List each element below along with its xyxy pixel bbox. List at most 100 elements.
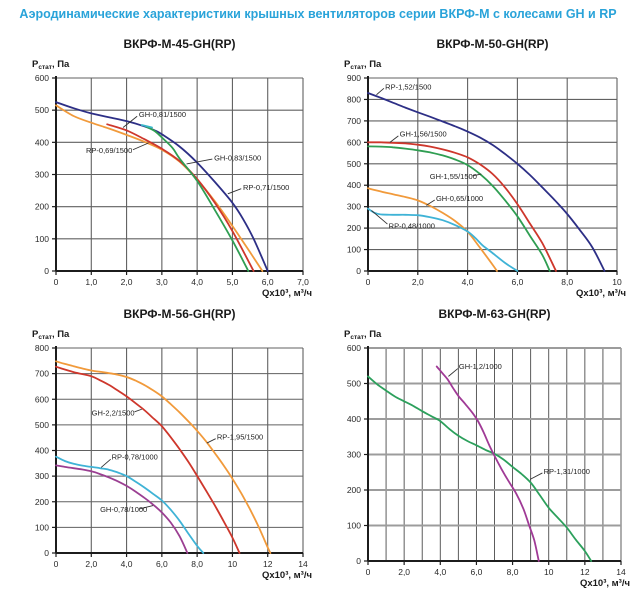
x-tick-label: 10 (544, 567, 554, 577)
y-tick-label: 400 (347, 180, 361, 190)
x-tick-label: 6,0 (511, 277, 523, 287)
curve-label: GH-0,81/1500 (139, 110, 186, 119)
series-RP-1,31/1000 (367, 375, 593, 562)
y-tick-label: 700 (35, 369, 49, 379)
x-tick-label: 6,0 (156, 559, 168, 569)
curve-label: RP-0,71/1500 (243, 183, 289, 192)
curve-label: RP-0,78/1000 (112, 453, 158, 462)
y-tick-label: 600 (347, 343, 361, 353)
chart-svg-2: 0 100 200 300 400 500 600 700 800 0 2,0 4,0 6,0 8,0 10… (32, 307, 312, 581)
x-axis-caption: Qx10³, м³/ч (262, 288, 312, 299)
x-tick-label: 2,0 (398, 567, 410, 577)
y-axis-caption: Pстат, Па (32, 329, 70, 341)
y-tick-label: 600 (35, 394, 49, 404)
chart-title: ВКРФ-М-45-GH(RP) (123, 37, 235, 51)
y-tick-label: 200 (35, 497, 49, 507)
curve-label: GH-0,65/1000 (436, 194, 483, 203)
chart-svg-0: 0 100 200 300 400 500 600 0 1,0 2,0 3,0 4,0 5,0 6,0 7,… (32, 37, 312, 299)
y-tick-label: 400 (35, 137, 49, 147)
x-tick-label: 3,0 (156, 277, 168, 287)
series-GH-0,65/1000 (367, 187, 498, 272)
y-tick-label: 400 (347, 414, 361, 424)
x-tick-label: 5,0 (227, 277, 239, 287)
chart-vkrf-m-50-panel: 0 100 200 300 400 500 600 700 800 900 0 2,0 4,0 6,0 8,… (328, 34, 630, 305)
x-tick-label: 8,0 (507, 567, 519, 577)
page-title: Аэродинамические характеристики крышных … (19, 7, 617, 21)
x-tick-label: 2,0 (121, 277, 133, 287)
x-tick-label: 1,0 (85, 277, 97, 287)
x-tick-label: 4,0 (191, 277, 203, 287)
y-tick-label: 0 (44, 266, 49, 276)
curve-label: RP-1,52/1500 (385, 82, 431, 91)
y-tick-label: 600 (35, 73, 49, 83)
curve-label: RP-0,69/1500 (86, 146, 132, 155)
series-GH-0,83/1500 (145, 125, 250, 272)
curve-label: GH-1,2/1000 (459, 362, 502, 371)
x-tick-label: 7,0 (297, 277, 309, 287)
chart-title: ВКРФ-М-56-GH(RP) (123, 307, 235, 321)
series-RP-0,69/1500 (55, 104, 264, 272)
y-tick-label: 200 (347, 223, 361, 233)
series-RP-0,71/1500 (55, 101, 269, 272)
y-tick-label: 500 (347, 379, 361, 389)
y-axis-caption: Pстат, Па (344, 59, 382, 71)
y-tick-label: 300 (35, 170, 49, 180)
x-tick-label: 10 (612, 277, 622, 287)
curve-label: RP-0,48/1000 (389, 221, 435, 230)
y-tick-label: 300 (347, 450, 361, 460)
series-RP-0,78/1000 (55, 455, 205, 554)
chart-title: ВКРФ-М-50-GH(RP) (436, 37, 548, 51)
curve-label: GH-2,2/1500 (92, 408, 135, 417)
x-tick-label: 0 (366, 567, 371, 577)
y-axis-caption: Pстат, Па (32, 59, 70, 71)
x-tick-label: 12 (580, 567, 590, 577)
y-tick-label: 100 (347, 521, 361, 531)
curve-label: RP-1,31/1000 (544, 467, 590, 476)
y-tick-label: 800 (347, 94, 361, 104)
x-tick-label: 6,0 (471, 567, 483, 577)
x-tick-label: 8,0 (561, 277, 573, 287)
chart-vkrf-m-56-panel: 0 100 200 300 400 500 600 700 800 0 2,0 4,0 6,0 8,0 10… (16, 304, 316, 587)
y-tick-label: 500 (35, 420, 49, 430)
x-tick-label: 14 (616, 567, 626, 577)
y-tick-label: 200 (347, 485, 361, 495)
y-tick-label: 100 (35, 522, 49, 532)
y-tick-label: 0 (356, 556, 361, 566)
series-RP-0,48/1000 (367, 207, 519, 272)
series-GH-1,2/1000 (435, 365, 540, 562)
chart-vkrf-m-63-panel: 0 100 200 300 400 500 600 0 2,0 4,0 6,0 8,0 10 12 14 ВК… (328, 304, 634, 595)
y-tick-label: 0 (356, 266, 361, 276)
y-tick-label: 800 (35, 343, 49, 353)
y-tick-label: 400 (35, 446, 49, 456)
x-axis-caption: Qx10³, м³/ч (580, 578, 630, 589)
curve-label: RP-1,95/1500 (217, 432, 263, 441)
curve-label: GH-0,78/1000 (100, 505, 147, 514)
x-tick-label: 6,0 (262, 277, 274, 287)
x-tick-label: 0 (366, 277, 371, 287)
y-tick-label: 100 (347, 245, 361, 255)
y-axis-caption: Pстат, Па (344, 329, 382, 341)
curve-label: GH-1,55/1500 (430, 172, 477, 181)
y-tick-label: 300 (35, 471, 49, 481)
series-segment (140, 124, 153, 129)
y-tick-label: 700 (347, 116, 361, 126)
x-tick-label: 4,0 (434, 567, 446, 577)
series-RP-1,95/1500 (55, 360, 272, 554)
series-GH-0,81/1500 (106, 123, 255, 272)
x-tick-label: 2,0 (412, 277, 424, 287)
x-tick-label: 4,0 (121, 559, 133, 569)
y-tick-label: 500 (347, 159, 361, 169)
series-GH-2,2/1500 (55, 365, 241, 554)
x-tick-label: 14 (298, 559, 308, 569)
y-tick-label: 300 (347, 202, 361, 212)
curve-label: GH-0,83/1500 (214, 154, 261, 163)
y-tick-label: 500 (35, 105, 49, 115)
x-axis-caption: Qx10³, м³/ч (262, 570, 312, 581)
x-tick-label: 0 (54, 559, 59, 569)
series-GH-0,78/1000 (55, 464, 189, 554)
chart-svg-3: 0 100 200 300 400 500 600 0 2,0 4,0 6,0 8,0 10 12 14 ВК… (344, 307, 630, 589)
x-tick-label: 10 (228, 559, 238, 569)
y-tick-label: 200 (35, 202, 49, 212)
x-tick-label: 2,0 (85, 559, 97, 569)
